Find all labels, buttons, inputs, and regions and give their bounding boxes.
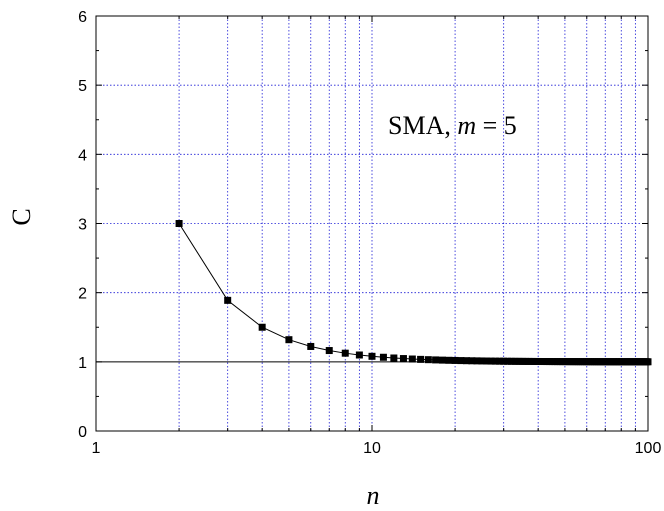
- data-point: [307, 342, 315, 350]
- data-point: [644, 358, 652, 366]
- y-tick-label: 5: [78, 78, 87, 95]
- axis-ticks: [95, 15, 649, 432]
- data-point: [325, 347, 333, 355]
- series-line: [178, 223, 648, 363]
- data-point: [451, 356, 459, 364]
- data-point: [463, 357, 471, 365]
- data-point: [473, 357, 481, 365]
- data-point: [175, 220, 183, 227]
- y-axis-label: C: [7, 208, 36, 225]
- data-point: [408, 355, 416, 363]
- x-tick-label: 100: [635, 440, 662, 457]
- x-tick-label: 10: [363, 440, 381, 457]
- data-point: [341, 349, 349, 357]
- data-point: [432, 356, 440, 364]
- series: [175, 220, 652, 366]
- data-point: [438, 356, 446, 364]
- y-tick-labels: 0 1 2 3 4 5 6: [78, 9, 87, 441]
- annotation: SMA, m = 5: [388, 111, 517, 140]
- x-axis-label: n: [367, 481, 380, 510]
- data-point: [496, 357, 504, 365]
- data-point: [379, 353, 387, 361]
- data-point: [500, 357, 508, 365]
- annotation-prefix: SMA,: [388, 111, 457, 140]
- data-point: [511, 357, 519, 365]
- x-tick-label: 1: [92, 440, 101, 457]
- data-point: [285, 336, 293, 344]
- data-point: [445, 356, 453, 364]
- data-point: [355, 351, 363, 359]
- data-point: [478, 357, 486, 365]
- y-tick-label: 1: [78, 355, 87, 372]
- data-point: [457, 357, 465, 365]
- y-tick-label: 3: [78, 217, 87, 234]
- data-point: [368, 352, 376, 360]
- data-point: [468, 357, 476, 365]
- data-point: [504, 357, 512, 365]
- data-point: [258, 323, 266, 331]
- data-point: [390, 354, 398, 362]
- y-tick-label: 6: [78, 9, 87, 26]
- data-point: [399, 355, 407, 363]
- y-tick-label: 0: [78, 424, 87, 441]
- data-point: [417, 355, 425, 363]
- data-point: [424, 356, 432, 364]
- data-point: [491, 357, 499, 365]
- annotation-suffix: = 5: [476, 111, 517, 140]
- data-point: [507, 357, 515, 365]
- x-tick-labels: 1 10 100: [92, 440, 662, 457]
- data-point: [483, 357, 491, 365]
- data-point: [224, 296, 232, 304]
- y-tick-label: 2: [78, 286, 87, 303]
- y-tick-label: 4: [78, 147, 87, 164]
- grid: [96, 16, 648, 431]
- annotation-var: m: [457, 111, 476, 140]
- data-point: [487, 357, 495, 365]
